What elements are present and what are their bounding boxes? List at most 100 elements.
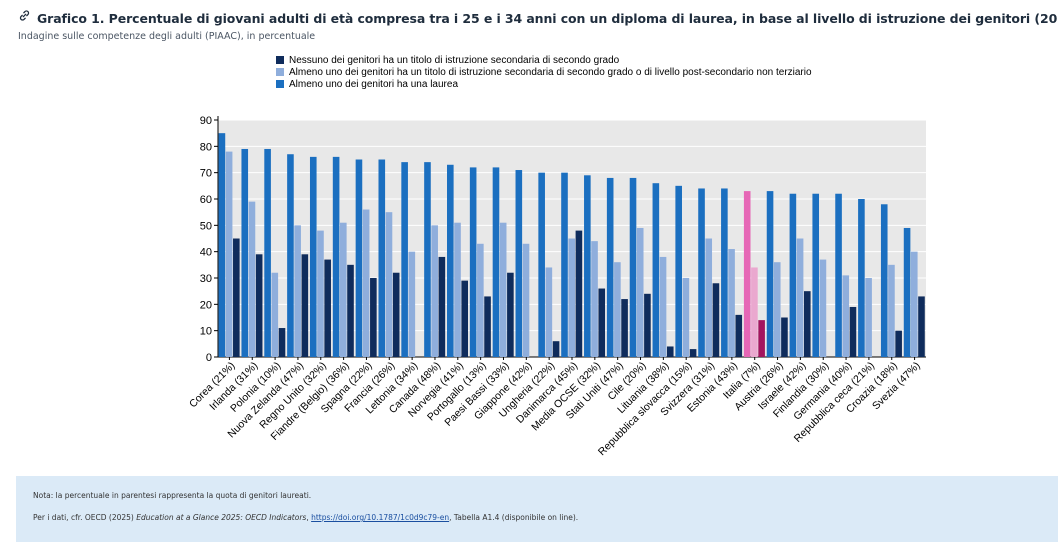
source-sep: , [306, 513, 312, 522]
bar-3-2 [264, 148, 271, 357]
source-title: Education at a Glance 2025: OECD Indicat… [136, 513, 307, 522]
bar-1-24 [781, 317, 788, 357]
bar-1-12 [507, 272, 514, 357]
bar-3-22 [721, 188, 728, 357]
bar-2-28 [865, 278, 872, 357]
bar-3-29 [880, 204, 888, 357]
bar-1-29 [895, 330, 902, 357]
bar-1-6 [370, 278, 377, 357]
bar-2-26 [819, 259, 827, 357]
source-link[interactable]: https://doi.org/10.1787/1c0d9c79-en [311, 513, 450, 522]
bar-3-16 [584, 175, 591, 357]
bar-2-1 [248, 201, 256, 357]
bar-3-13 [515, 170, 523, 357]
bar-2-29 [888, 264, 895, 357]
bar-1-25 [803, 291, 811, 357]
bar-1-30 [918, 296, 925, 357]
bar-2-24 [773, 262, 781, 357]
bar-3-30 [903, 227, 911, 357]
bar-2-19 [659, 256, 667, 357]
bar-2-22 [728, 249, 735, 357]
bar-2-7 [385, 212, 393, 357]
bar-3-11 [469, 167, 477, 357]
bar-3-7 [378, 159, 386, 357]
bar-3-25 [789, 193, 797, 357]
bar-3-0 [218, 133, 226, 357]
bar-2-9 [431, 225, 438, 357]
legend-swatch-1 [276, 56, 284, 64]
bar-1-17 [621, 299, 628, 357]
link-icon[interactable] [18, 9, 31, 27]
bar-1-0 [233, 238, 240, 357]
bar-3-26 [812, 193, 820, 357]
bar-1-16 [598, 288, 606, 357]
y-tick-label: 60 [200, 194, 212, 206]
bar-3-24 [766, 191, 774, 357]
bar-3-18 [629, 177, 637, 357]
bar-1-10 [461, 280, 469, 357]
y-tick-label: 10 [200, 326, 212, 338]
bar-3-20 [675, 185, 682, 357]
bar-1-27 [849, 306, 857, 357]
bar-2-4 [317, 230, 324, 357]
bar-2-3 [294, 225, 301, 357]
bar-2-23 [751, 267, 758, 357]
bar-3-27 [835, 193, 842, 357]
bar-3-28 [858, 199, 865, 357]
bar-2-6 [362, 209, 370, 357]
bar-1-4 [324, 259, 331, 357]
bar-1-3 [301, 254, 309, 357]
bar-1-11 [484, 296, 491, 357]
y-tick-label: 0 [206, 352, 212, 364]
legend-swatch-2 [276, 68, 284, 76]
title-row: Grafico 1. Percentuale di giovani adulti… [18, 9, 1058, 27]
note-text: Nota: la percentuale in parentesi rappre… [33, 491, 312, 500]
bar-2-15 [568, 238, 575, 357]
legend-label-1: Nessuno dei genitori ha un titolo di ist… [289, 55, 620, 66]
bar-2-14 [545, 267, 553, 357]
legend-swatch-3 [276, 80, 284, 88]
bar-3-8 [401, 162, 408, 357]
y-tick-label: 70 [200, 168, 212, 180]
y-tick-label: 90 [200, 115, 212, 127]
bar-1-5 [347, 264, 354, 357]
bar-1-2 [278, 328, 286, 357]
bar-2-11 [477, 243, 484, 357]
y-tick-label: 50 [200, 220, 212, 232]
bar-2-20 [682, 278, 690, 357]
bar-2-8 [408, 251, 416, 357]
bar-3-23 [743, 191, 751, 357]
chart-title: Grafico 1. Percentuale di giovani adulti… [37, 10, 1058, 26]
bar-1-23 [758, 320, 765, 357]
bar-3-21 [698, 188, 705, 357]
y-tick-label: 80 [200, 141, 212, 153]
bar-3-4 [309, 156, 317, 357]
bar-3-10 [447, 164, 454, 357]
bar-3-5 [332, 156, 340, 357]
bar-3-12 [492, 167, 500, 357]
note-box: Nota: la percentuale in parentesi rappre… [16, 476, 1058, 542]
bar-2-12 [499, 222, 507, 357]
bar-3-19 [652, 183, 660, 357]
bar-3-6 [355, 159, 363, 357]
bar-2-13 [522, 243, 530, 357]
bar-1-22 [735, 314, 743, 357]
bar-3-3 [287, 154, 294, 357]
bar-2-27 [842, 275, 850, 357]
bar-1-1 [255, 254, 263, 357]
bar-1-21 [712, 283, 720, 357]
bar-2-0 [225, 151, 233, 357]
bar-3-17 [606, 177, 614, 357]
bar-2-5 [340, 222, 347, 357]
chart-header: Grafico 1. Percentuale di giovani adulti… [18, 9, 1058, 42]
bar-1-14 [552, 341, 560, 357]
legend-label-2: Almeno uno dei genitori ha un titolo di … [289, 67, 812, 78]
bar-1-15 [575, 230, 583, 357]
bar-3-15 [561, 172, 568, 357]
bar-2-16 [591, 241, 598, 357]
bar-2-18 [636, 227, 644, 357]
bar-1-7 [392, 272, 400, 357]
bar-1-9 [438, 256, 446, 357]
bar-2-2 [271, 272, 279, 357]
